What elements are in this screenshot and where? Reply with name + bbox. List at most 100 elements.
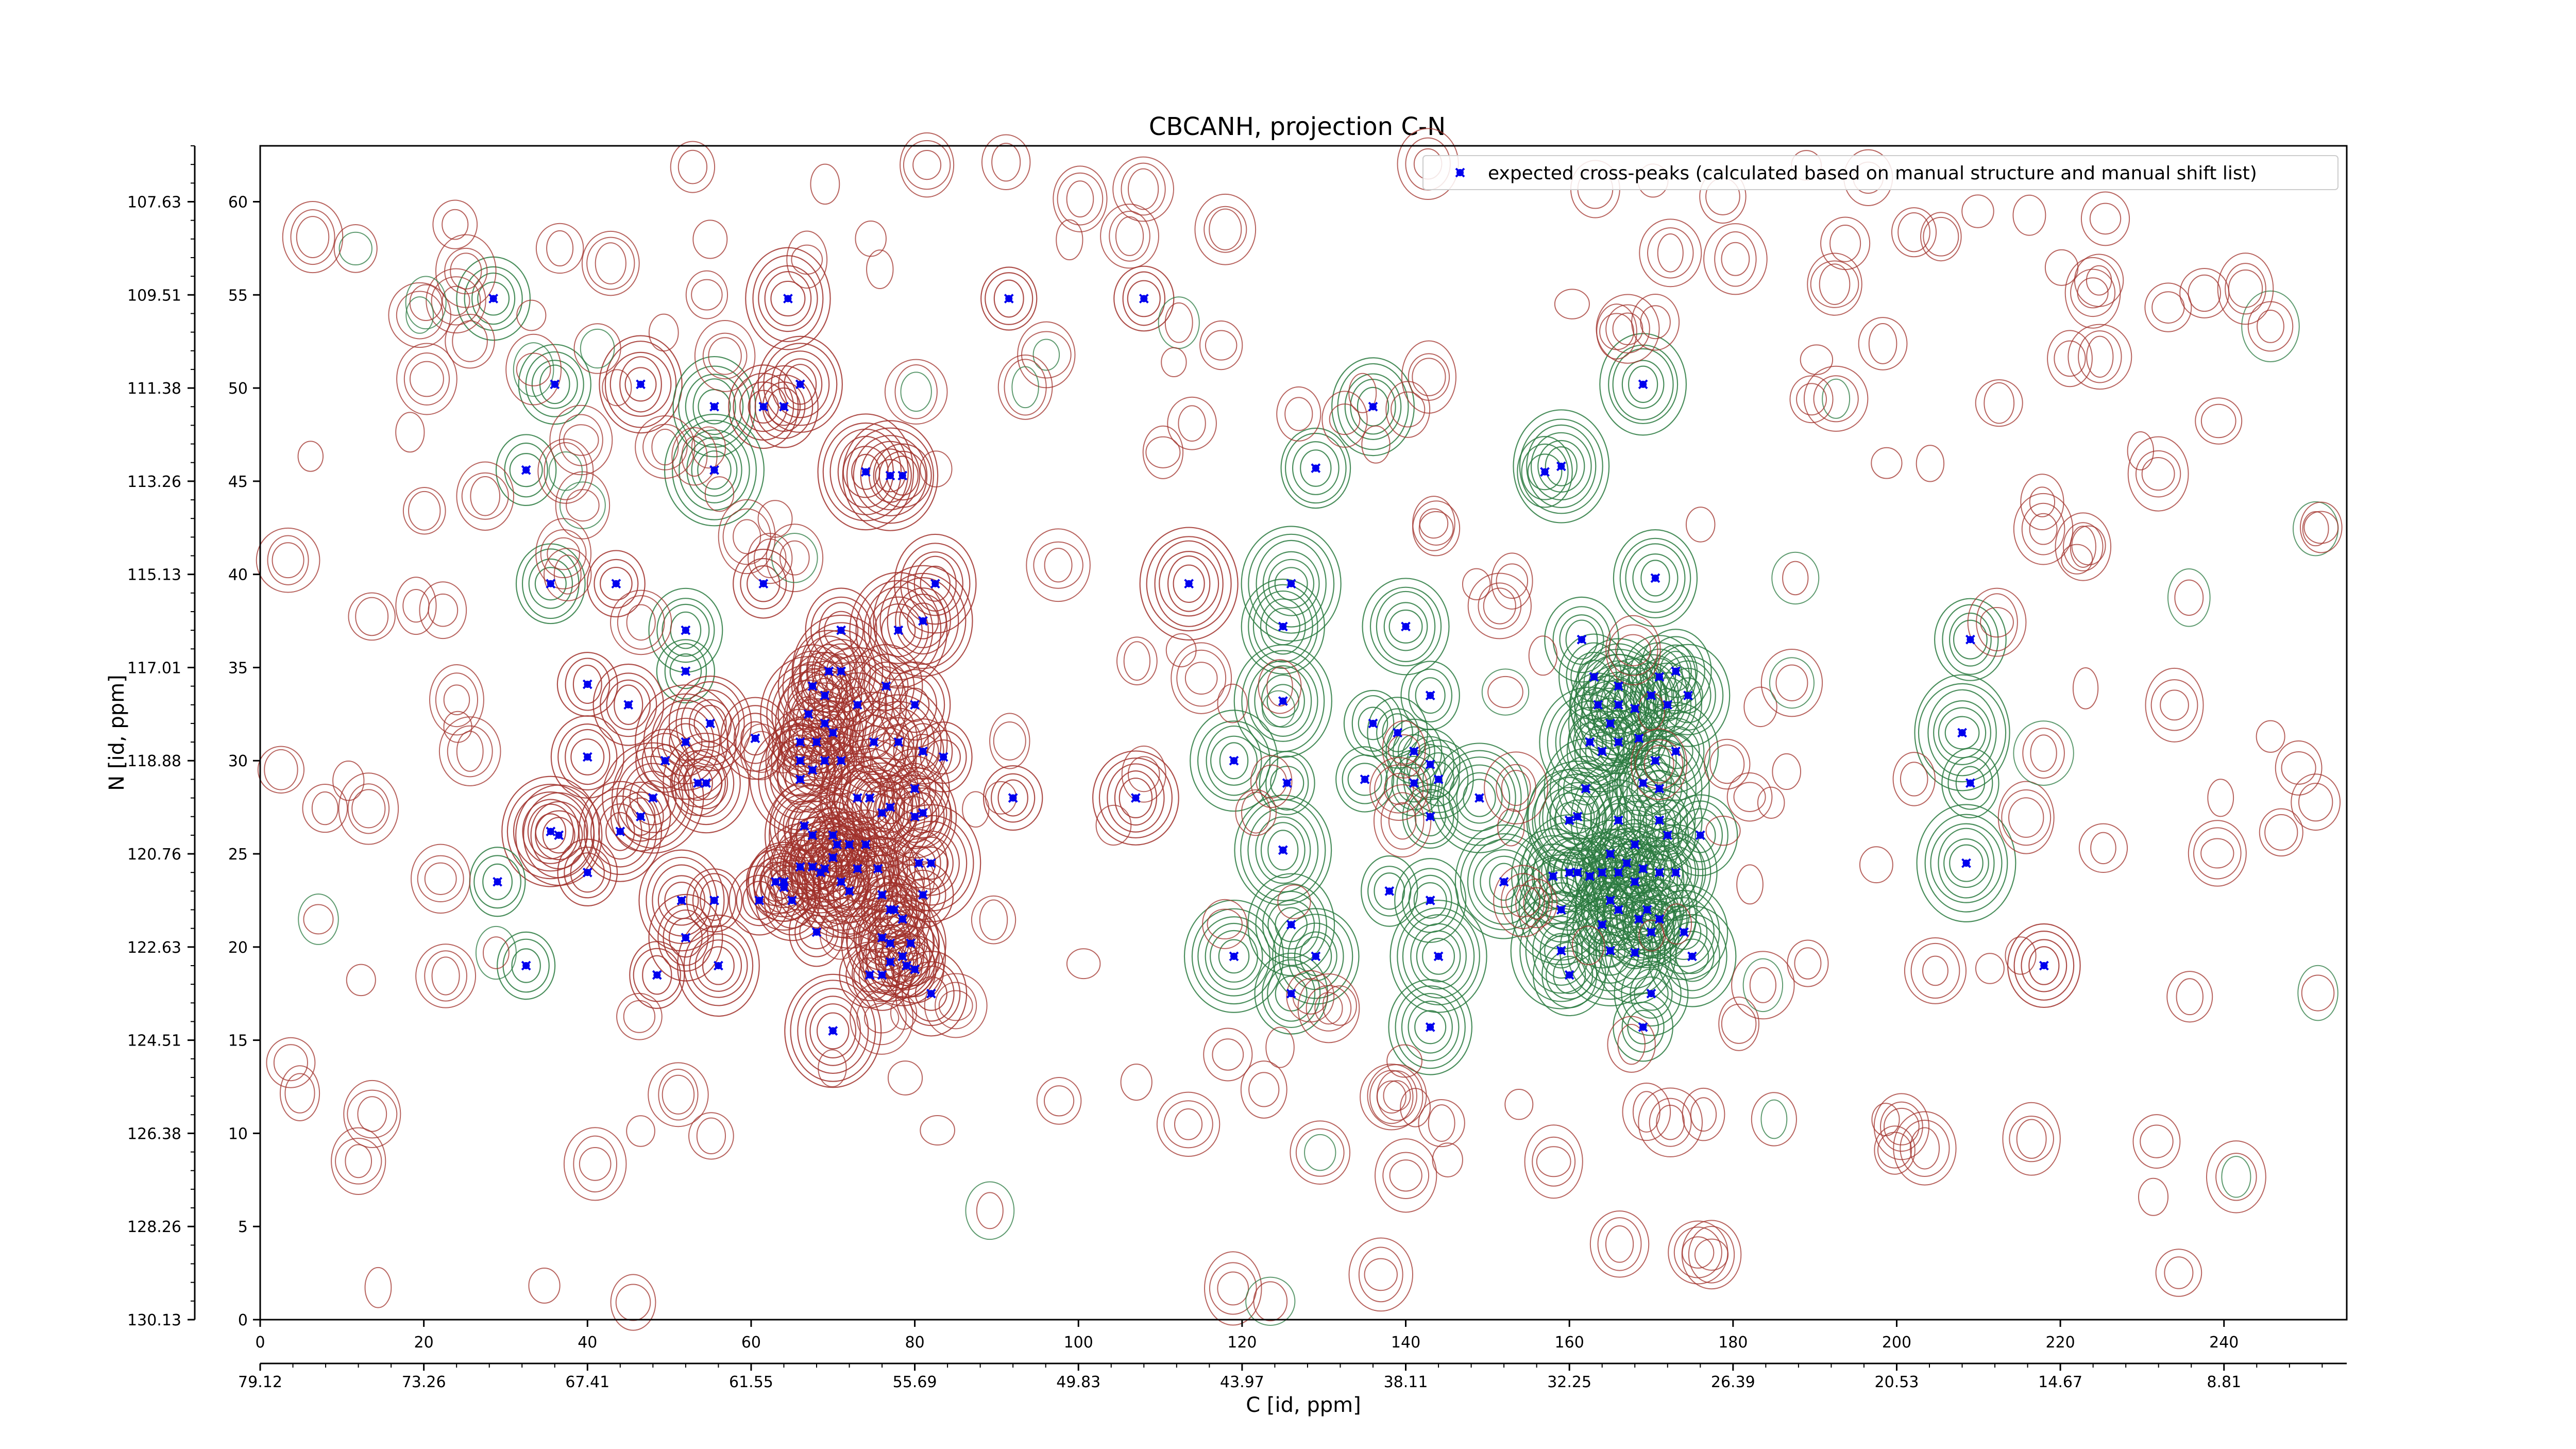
noise-contour xyxy=(1796,383,1827,416)
cross-peak-point xyxy=(1605,849,1616,859)
contour-ring xyxy=(656,639,716,704)
contour-ring xyxy=(482,863,513,900)
noise-contour xyxy=(1432,1142,1463,1177)
noise-contour xyxy=(2297,965,2338,1021)
contour-ring xyxy=(1622,879,1697,959)
x-tick-label: 100 xyxy=(1064,1334,1093,1352)
noise-contour xyxy=(2047,330,2093,387)
noise-contour xyxy=(2070,268,2116,317)
contour-ring xyxy=(733,548,794,619)
noise-contour xyxy=(704,476,735,512)
noise-contour xyxy=(626,604,656,641)
noise-contour xyxy=(1115,216,1144,256)
contour-ring xyxy=(1280,427,1351,509)
contour-ring xyxy=(1233,644,1332,758)
noise-contour xyxy=(450,252,482,290)
contour-ring xyxy=(1657,914,1727,999)
noise-contour xyxy=(1163,1100,1213,1149)
cross-peak-point xyxy=(1654,867,1665,878)
contour-ring xyxy=(736,874,783,926)
x-tick-label: 80 xyxy=(905,1334,924,1352)
noise-contour xyxy=(442,209,469,240)
cross-peak-point xyxy=(938,752,948,762)
noise-contour xyxy=(2275,740,2323,796)
noise-contour xyxy=(1596,304,1637,360)
contour-ring xyxy=(895,587,951,655)
contour-ring xyxy=(1580,687,1641,760)
cross-peak-point xyxy=(1605,718,1616,729)
noise-contour xyxy=(766,524,824,593)
noise-contour xyxy=(424,950,467,1002)
noise-contour xyxy=(1656,1104,1685,1140)
contour-ring xyxy=(668,918,703,958)
cross-peak-point xyxy=(844,886,854,896)
noise-contour xyxy=(257,746,305,794)
contour-ring xyxy=(1394,858,1467,943)
legend-entry-label: expected cross-peaks (calculated based o… xyxy=(1488,163,2257,184)
noise-contour xyxy=(1688,1225,1735,1284)
contour-ring xyxy=(853,435,928,516)
noise-contour xyxy=(648,313,679,352)
contour-ring xyxy=(1944,716,1980,750)
x-tick-label: 60 xyxy=(741,1334,761,1352)
noise-contour xyxy=(2291,773,2341,831)
contour-layer xyxy=(256,128,2343,1331)
noise-contour xyxy=(1523,887,1550,920)
contour-ring xyxy=(926,739,961,775)
contour-ring xyxy=(1614,951,1689,1036)
contour-ring xyxy=(1122,271,1166,326)
noise-contour xyxy=(1066,948,1101,980)
contour-ring xyxy=(866,794,898,832)
noise-contour xyxy=(1605,615,1661,685)
cross-peak-point xyxy=(811,927,822,937)
cross-peak-point xyxy=(1695,830,1705,840)
noise-contour xyxy=(1976,593,2018,651)
noise-contour xyxy=(2166,971,2213,1023)
cross-peak-point xyxy=(795,755,805,766)
cross-peak-point xyxy=(807,681,818,692)
noise-contour xyxy=(991,143,1021,182)
noise-contour xyxy=(2247,301,2294,352)
noise-contour xyxy=(1703,223,1768,295)
noise-contour xyxy=(405,276,447,330)
noise-contour xyxy=(296,216,330,258)
contour-ring xyxy=(991,773,1036,823)
contour-ring xyxy=(784,831,857,914)
contour-ring xyxy=(1256,540,1327,628)
noise-contour xyxy=(535,223,584,274)
cross-peak-point xyxy=(758,401,769,412)
y-ppm-tick-label: 109.51 xyxy=(127,287,181,305)
noise-contour xyxy=(1615,634,1651,666)
contour-ring xyxy=(1599,333,1687,436)
contour-ring xyxy=(663,732,750,834)
contour-ring xyxy=(1632,553,1679,603)
x-ppm-tick-label: 20.53 xyxy=(1875,1373,1919,1391)
contour-ring xyxy=(893,941,937,998)
noise-contour xyxy=(1709,744,1745,784)
contour-ring xyxy=(1541,941,1598,1008)
contour-ring xyxy=(692,873,737,928)
contour-ring xyxy=(1113,265,1175,332)
contour-ring xyxy=(1092,750,1179,846)
contour-ring xyxy=(1628,365,1658,403)
noise-contour xyxy=(2228,269,2263,308)
noise-contour xyxy=(2298,783,2333,822)
noise-contour xyxy=(1599,313,1635,350)
contour-ring xyxy=(1260,822,1306,879)
contour-ring xyxy=(1267,965,1316,1022)
contour-ring xyxy=(1658,733,1693,769)
x-axis-ticks: 0 20 40 60 80 100 120 140 160 180 200 220 240 xyxy=(255,1320,2239,1352)
contour-ring xyxy=(767,865,801,899)
contour-ring xyxy=(656,598,715,663)
contour-ring xyxy=(1511,828,1595,924)
cross-peak-point xyxy=(852,700,862,710)
cross-peak-point xyxy=(701,778,711,788)
noise-contour xyxy=(1640,305,1671,340)
noise-contour xyxy=(388,282,451,348)
y-ppm-tick-label: 117.01 xyxy=(127,659,181,677)
noise-contour xyxy=(2086,335,2114,378)
noise-contour xyxy=(563,424,599,456)
contour-ring xyxy=(1218,939,1250,974)
y-ppm-tick-label: 122.63 xyxy=(127,939,181,957)
noise-contour xyxy=(1920,212,1962,262)
